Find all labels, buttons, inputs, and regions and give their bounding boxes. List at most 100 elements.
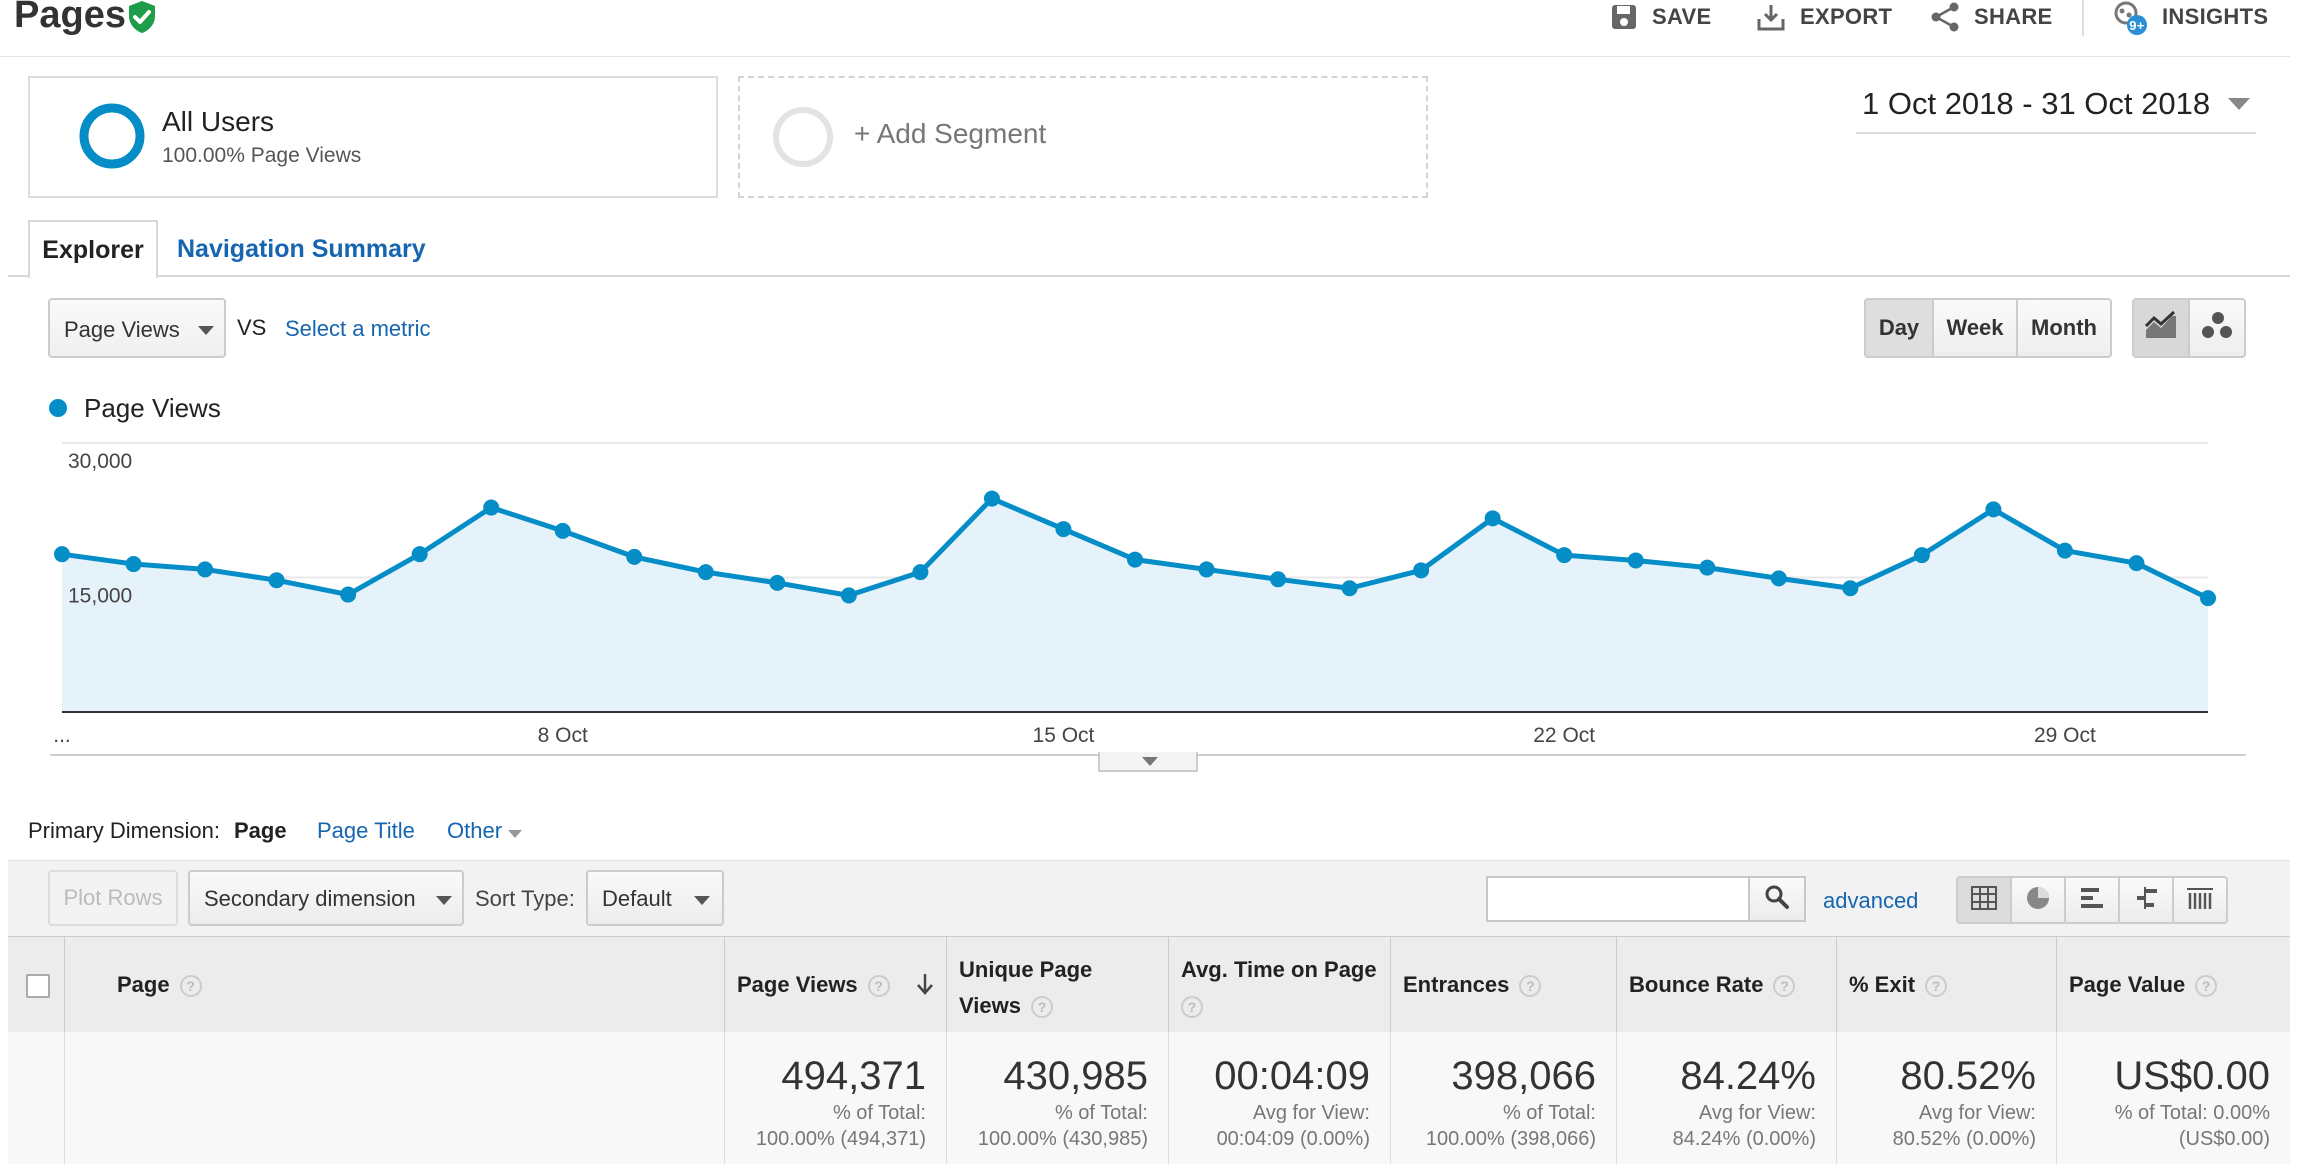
x-tick-label: 15 Oct: [1033, 724, 1095, 747]
table-search-input[interactable]: [1486, 876, 1750, 922]
col-header-avg-time-on-page[interactable]: Avg. Time on Page?: [1168, 936, 1390, 1032]
col-header-bounce-rate[interactable]: Bounce Rate?: [1616, 936, 1836, 1032]
col-header-unique-page-views[interactable]: Unique Page Views?: [946, 936, 1168, 1032]
col-header-page-value-label: Page Value: [2069, 972, 2186, 997]
page-views-chart: 30,000 15,000... 8 Oct 15 Oct 22 Oct 29 Oct: [50, 442, 2246, 756]
help-icon: ?: [867, 975, 890, 998]
help-icon: ?: [1181, 996, 1203, 1019]
data-point: [1198, 561, 1215, 578]
col-header-avg-time-on-page-label: Avg. Time on Page: [1181, 957, 1377, 982]
col-header-entrances[interactable]: Entrances?: [1390, 936, 1616, 1032]
caret-down-icon: [436, 896, 452, 905]
y-tick-label: 30,000: [68, 450, 132, 473]
insights-button[interactable]: 9+ INSIGHTS: [2110, 0, 2269, 36]
caret-down-icon: [694, 896, 710, 905]
secondary-dimension-select[interactable]: Secondary dimension: [188, 870, 464, 926]
data-point: [125, 556, 142, 573]
data-point: [840, 587, 857, 604]
search-button[interactable]: [1750, 876, 1806, 922]
tab-explorer[interactable]: Explorer: [28, 220, 158, 278]
total-value: 84.24%: [1680, 1054, 1816, 1098]
segment-subtitle: 100.00% Page Views: [162, 144, 362, 167]
total-value: 430,985: [1003, 1054, 1148, 1098]
select-all-checkbox[interactable]: [26, 974, 50, 998]
legend-swatch: [49, 399, 67, 417]
data-point: [1699, 559, 1716, 576]
total-sub-label: Avg for View:: [1918, 1102, 2036, 1124]
plot-rows-button[interactable]: Plot Rows: [48, 870, 178, 926]
export-button[interactable]: EXPORT: [1756, 0, 1892, 34]
floppy-disk-icon: [1610, 3, 1638, 31]
primary-dimension-label: Primary Dimension:: [28, 818, 220, 843]
granularity-week-button[interactable]: Week: [1932, 298, 2018, 358]
select-metric-link[interactable]: Select a metric: [285, 316, 431, 341]
share-button[interactable]: SHARE: [1930, 0, 2053, 34]
insights-badge: 9+: [2129, 18, 2145, 33]
vs-label: VS: [237, 315, 267, 340]
segment-ring-icon: [78, 102, 146, 175]
date-range-picker[interactable]: 1 Oct 2018 - 31 Oct 2018: [1856, 80, 2256, 134]
caret-down-icon: [1142, 757, 1158, 766]
sort-type-select[interactable]: Default: [586, 870, 724, 926]
primary-dimension-page-title[interactable]: Page Title: [317, 818, 415, 843]
total-sub-value: 80.52% (0.00%): [1892, 1128, 2036, 1150]
performance-view-button[interactable]: [2064, 876, 2120, 924]
y-tick-label: 15,000: [68, 585, 132, 608]
col-header-page-views[interactable]: Page Views?: [724, 936, 946, 1032]
total-value: US$0.00: [2114, 1054, 2270, 1098]
add-segment-button[interactable]: + Add Segment: [738, 76, 1428, 198]
motion-chart-button[interactable]: [2188, 298, 2246, 358]
page-title: Pages: [14, 0, 126, 36]
granularity-month-button[interactable]: Month: [2016, 298, 2112, 358]
data-point: [268, 572, 285, 589]
data-point: [2128, 555, 2145, 572]
data-point: [1270, 571, 1287, 588]
help-icon: ?: [1519, 975, 1542, 998]
segment-title: All Users: [162, 106, 275, 137]
data-point: [1413, 562, 1430, 579]
empty-segment-ring-icon: [770, 104, 836, 175]
search-icon: [1764, 884, 1790, 915]
data-table-view-button[interactable]: [1956, 876, 2012, 924]
tabs-divider: [8, 275, 2290, 277]
segment-all-users[interactable]: All Users 100.00% Page Views: [28, 76, 718, 198]
comparison-view-button[interactable]: [2118, 876, 2174, 924]
col-header-exit-label: % Exit: [1849, 972, 1916, 997]
line-chart-icon: [2144, 310, 2178, 346]
data-point: [1842, 580, 1859, 597]
help-icon: ?: [2195, 975, 2218, 998]
primary-dimension-page[interactable]: Page: [234, 818, 287, 843]
pivot-view-button[interactable]: [2172, 876, 2228, 924]
total-page-value: US$0.00 % of Total: 0.00% (US$0.00): [2056, 1032, 2290, 1164]
header-divider: [2082, 0, 2084, 36]
advanced-filter-link[interactable]: advanced: [1823, 888, 1919, 913]
data-point: [626, 548, 643, 565]
pivot-icon: [2186, 886, 2214, 915]
total-sub-value: 100.00% (430,985): [977, 1128, 1148, 1150]
primary-dimension-other[interactable]: Other: [447, 818, 503, 843]
total-value: 00:04:09: [1214, 1054, 1370, 1098]
tab-navigation-summary[interactable]: Navigation Summary: [177, 235, 426, 263]
help-icon: ?: [1773, 975, 1796, 998]
total-sub-label: % of Total:: [1502, 1102, 1596, 1124]
chart-collapse-handle[interactable]: [1098, 752, 1198, 772]
col-header-page[interactable]: Page?: [64, 936, 724, 1032]
x-tick-label: 8 Oct: [538, 724, 588, 747]
insights-label: INSIGHTS: [2162, 4, 2269, 29]
col-header-exit[interactable]: % Exit?: [1836, 936, 2056, 1032]
percentage-view-button[interactable]: [2010, 876, 2066, 924]
data-point: [1627, 552, 1644, 569]
line-chart-button[interactable]: [2132, 298, 2190, 358]
share-icon: [1930, 1, 1960, 33]
col-header-page-views-label: Page Views: [737, 972, 858, 997]
total-sub-label: % of Total: 0.00%: [2114, 1102, 2270, 1124]
save-button[interactable]: SAVE: [1610, 0, 1711, 34]
sort-type-value: Default: [602, 886, 672, 911]
primary-metric-select[interactable]: Page Views: [48, 298, 226, 358]
col-header-page-label: Page: [117, 972, 170, 997]
data-point: [983, 490, 1000, 507]
col-header-page-value[interactable]: Page Value?: [2056, 936, 2290, 1032]
total-sub-label: % of Total:: [1054, 1102, 1148, 1124]
caret-down-icon: [508, 830, 522, 838]
insights-icon: 9+: [2110, 0, 2148, 36]
